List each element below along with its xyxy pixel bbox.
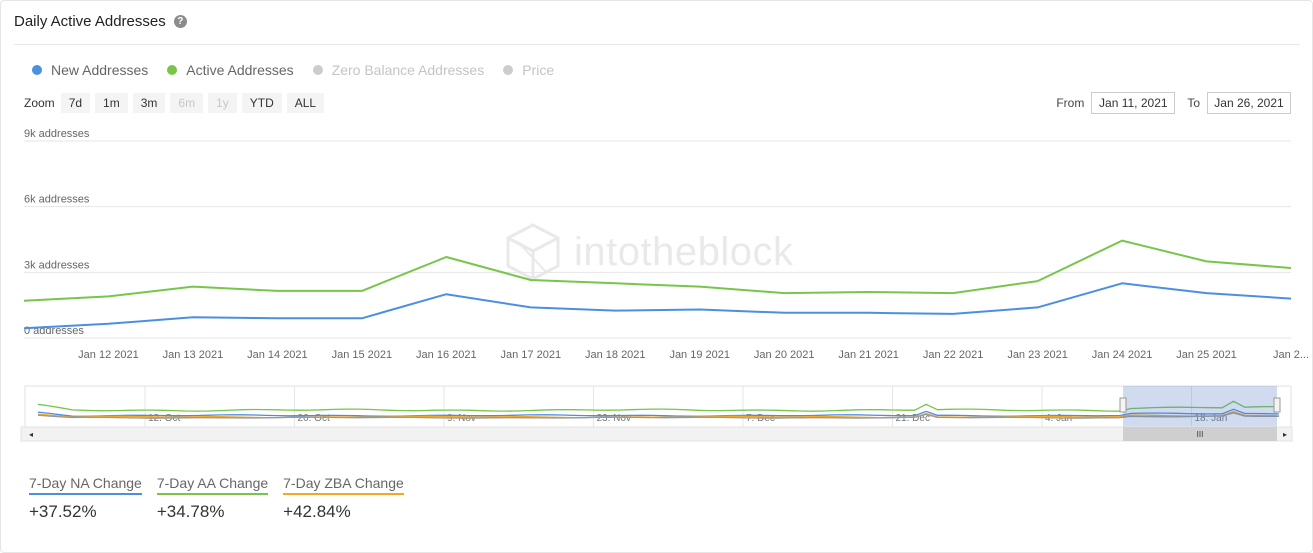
chart-legend: New Addresses Active Addresses Zero Bala… — [32, 62, 573, 78]
navigator-scrollbar[interactable] — [20, 426, 1293, 442]
scroll-thumb-grip: III — [1197, 430, 1204, 439]
legend-dot-icon — [503, 65, 514, 75]
watermark-text: intotheblock — [574, 229, 794, 274]
x-tick-label: Jan 13 2021 — [163, 349, 224, 361]
stat-label: 7-Day ZBA Change — [283, 475, 404, 495]
navigator-tick-label: 21. Dec — [896, 413, 930, 424]
series-layer — [23, 239, 1292, 330]
legend-dot-icon — [32, 65, 42, 75]
range-to-input[interactable] — [1207, 92, 1291, 114]
stat-value: +42.84% — [283, 502, 351, 521]
x-tick-label: Jan 21 2021 — [838, 349, 899, 361]
x-tick-label: Jan 14 2021 — [247, 349, 308, 361]
zoom-6m-button: 6m — [170, 93, 204, 113]
stat-label: 7-Day NA Change — [29, 475, 142, 495]
legend-label: New Addresses — [51, 62, 149, 78]
navigator-frame — [24, 385, 1292, 429]
watermark-logo-icon — [506, 223, 560, 281]
y-tick-label: 3k addresses — [24, 259, 90, 271]
navigator-preview-line — [37, 400, 1279, 412]
navigator-preview-line — [37, 408, 1280, 417]
navigator-left-handle[interactable] — [1119, 397, 1127, 413]
legend-label: Zero Balance Addresses — [331, 62, 485, 78]
help-icon[interactable]: ? — [173, 15, 187, 28]
range-from-label: From — [1056, 96, 1085, 110]
legend-item-active-addresses[interactable]: Active Addresses — [167, 62, 294, 78]
zoom-1m-button[interactable]: 1m — [95, 93, 128, 113]
navigator-lines — [37, 400, 1280, 419]
stat-na-change: 7-Day NA Change +37.52% — [29, 475, 142, 522]
stat-aa-change: 7-Day AA Change +34.78% — [156, 475, 269, 522]
legend-item-zero-balance-addresses[interactable]: Zero Balance Addresses — [312, 62, 485, 78]
range-from-input[interactable] — [1091, 92, 1176, 114]
x-tick-label: Jan 2... — [1273, 349, 1309, 361]
card-header: Daily Active Addresses ? — [14, 13, 187, 30]
zoom-7d-button[interactable]: 7d — [60, 93, 91, 113]
navigator-scroll-thumb[interactable] — [1123, 427, 1277, 441]
series-line-new-addresses — [23, 282, 1292, 330]
stat-value: +34.78% — [156, 502, 225, 521]
y-tick-label: 9k addresses — [24, 128, 90, 140]
navigator-preview-line — [37, 412, 1279, 419]
x-tick-label: Jan 16 2021 — [416, 349, 477, 361]
zoom-all-button[interactable]: ALL — [286, 93, 325, 113]
x-tick-label: Jan 24 2021 — [1092, 349, 1153, 361]
stat-value: +37.52% — [29, 502, 97, 521]
zoom-3m-button[interactable]: 3m — [132, 93, 166, 113]
legend-label: Active Addresses — [186, 62, 294, 78]
navigator[interactable]: 12. Oct 26. Oct 9. Nov 23. Nov 7. Dec 21. Dec… — [1, 384, 1313, 444]
legend-dot-icon — [312, 65, 323, 75]
zoom-ytd-button[interactable]: YTD — [241, 93, 282, 113]
navigator-tick-label: 23. Nov — [597, 413, 631, 424]
zoom-label: Zoom — [24, 96, 55, 110]
x-axis: Jan 12 2021 Jan 13 2021 Jan 14 2021 Jan 15 … — [78, 349, 1309, 361]
x-tick-label: Jan 25 2021 — [1176, 349, 1237, 361]
x-tick-label: Jan 23 2021 — [1007, 349, 1068, 361]
x-tick-label: Jan 22 2021 — [923, 349, 984, 361]
legend-label: Price — [522, 62, 555, 78]
x-tick-label: Jan 19 2021 — [669, 349, 730, 361]
scroll-left-arrow-icon[interactable]: ◂ — [29, 430, 33, 439]
x-tick-label: Jan 17 2021 — [501, 349, 562, 361]
x-tick-label: Jan 12 2021 — [78, 349, 139, 361]
stats-row: 7-Day NA Change +37.52% 7-Day AA Change … — [29, 475, 419, 522]
x-tick-label: Jan 20 2021 — [754, 349, 815, 361]
range-to-label: To — [1187, 96, 1200, 110]
stat-zba-change: 7-Day ZBA Change +42.84% — [283, 475, 404, 522]
scroll-right-arrow-icon[interactable]: ▸ — [1283, 430, 1287, 439]
legend-item-new-addresses[interactable]: New Addresses — [32, 62, 148, 78]
navigator-right-handle[interactable] — [1273, 397, 1281, 413]
navigator-tick-label: 26. Oct — [298, 413, 330, 424]
navigator-selection[interactable] — [1123, 386, 1277, 428]
legend-item-price[interactable]: Price — [503, 62, 554, 78]
navigator-tick-label: 18. Jan — [1195, 413, 1228, 424]
zoom-controls: Zoom 7d 1m 3m 6m 1y YTD ALL — [24, 93, 329, 113]
date-range-selector: From To — [1056, 92, 1291, 114]
x-tick-label: Jan 15 2021 — [332, 349, 393, 361]
y-tick-label: 6k addresses — [24, 194, 90, 206]
x-tick-label: Jan 18 2021 — [585, 349, 646, 361]
legend-dot-icon — [167, 65, 178, 75]
stat-label: 7-Day AA Change — [156, 475, 269, 495]
zoom-1y-button: 1y — [208, 93, 237, 113]
series-line-active-addresses — [23, 239, 1292, 302]
watermark: intotheblock — [506, 223, 793, 281]
header-divider — [14, 44, 1300, 45]
card-title: Daily Active Addresses — [14, 13, 166, 30]
